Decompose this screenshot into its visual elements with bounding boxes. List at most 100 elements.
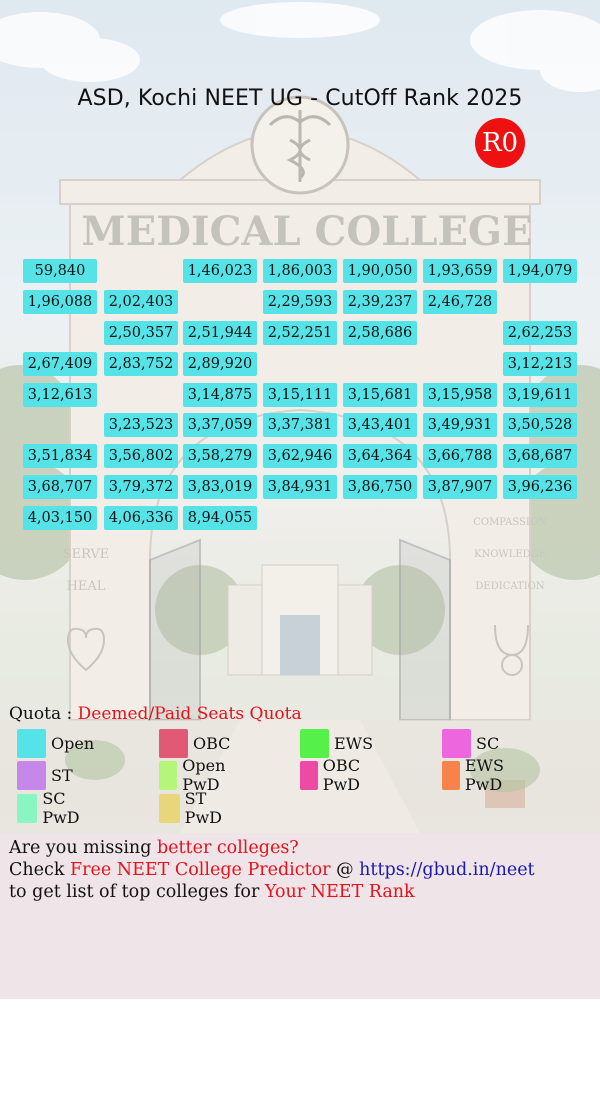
- page-title: ASD, Kochi NEET UG - CutOff Rank 2025: [77, 86, 523, 111]
- rank-cell: 3,84,931: [263, 475, 337, 499]
- rank-cell: 1,86,003: [263, 259, 337, 283]
- rank-cell: 3,43,401: [343, 413, 417, 437]
- promo-highlight-better-colleges: better colleges?: [156, 838, 299, 858]
- rank-cell: 3,15,111: [263, 383, 337, 407]
- rank-cell: 2,58,686: [343, 321, 417, 345]
- rank-cell: 3,79,372: [104, 475, 178, 499]
- legend-label: ST PwD: [184, 789, 222, 827]
- legend-label: SC: [476, 733, 500, 753]
- legend-label: OBC: [193, 733, 231, 753]
- legend-swatch: [17, 728, 46, 758]
- rank-cell: 3,51,834: [23, 444, 97, 468]
- promo-line-2: Check Free NEET College Predictor @ http…: [9, 860, 535, 880]
- rank-cell: 2,62,253: [503, 321, 577, 345]
- rank-cell: 3,62,946: [263, 444, 337, 468]
- legend-item: OBC: [159, 728, 230, 758]
- promo-predictor-name: Free NEET College Predictor: [70, 860, 331, 880]
- legend-item: OBC PwD: [300, 756, 371, 794]
- quota-value: Deemed/Paid Seats Quota: [77, 704, 302, 724]
- legend-item: Open PwD: [159, 756, 236, 794]
- legend-item: ST PwD: [159, 789, 230, 827]
- rank-cell: 2,46,728: [423, 290, 497, 314]
- quota-label: Quota :: [9, 704, 78, 724]
- legend-swatch: [159, 728, 188, 758]
- legend-swatch: [300, 760, 318, 790]
- rank-cell: 3,87,907: [423, 475, 497, 499]
- rank-cell: 3,23,523: [104, 413, 178, 437]
- legend-item: EWS: [300, 728, 373, 758]
- legend-swatch: [17, 793, 38, 823]
- predictor-link[interactable]: https://gbud.in/neet: [359, 860, 535, 880]
- rank-cell: 3,12,613: [23, 383, 97, 407]
- legend-swatch: [442, 760, 460, 790]
- rank-cell: 3,50,528: [503, 413, 577, 437]
- svg-text:COMPASSION: COMPASSION: [473, 517, 547, 528]
- rank-cell: 3,68,687: [503, 444, 577, 468]
- rank-cell: 3,83,019: [183, 475, 257, 499]
- legend-label: Open PwD: [182, 756, 226, 794]
- rank-cell: 1,93,659: [423, 259, 497, 283]
- legend-swatch: [159, 760, 178, 790]
- rank-cell: 1,46,023: [183, 259, 257, 283]
- rank-cell: 1,90,050: [343, 259, 417, 283]
- rank-cell: 3,19,611: [503, 383, 577, 407]
- quota-line: Quota : Deemed/Paid Seats Quota: [9, 704, 302, 724]
- rank-cell: 2,52,251: [263, 321, 337, 345]
- rank-cell: 1,96,088: [23, 290, 97, 314]
- rank-cell: 3,56,802: [104, 444, 178, 468]
- rank-grid: 59,840 1,46,023 1,86,003 1,90,050 1,93,659 1,…: [23, 259, 577, 530]
- rank-cell: 2,29,593: [263, 290, 337, 314]
- rank-cell: 3,96,236: [503, 475, 577, 499]
- rank-cell: 3,49,931: [423, 413, 497, 437]
- legend-label: Open: [51, 733, 95, 753]
- legend-item: Open: [17, 728, 94, 758]
- rank-cell: 2,67,409: [23, 352, 97, 376]
- svg-text:HEAL: HEAL: [67, 579, 106, 594]
- legend-swatch: [159, 793, 180, 823]
- legend-label: ST: [51, 765, 73, 785]
- rank-cell: 3,66,788: [423, 444, 497, 468]
- legend-label: OBC PwD: [322, 756, 361, 794]
- legend-item: SC PwD: [17, 789, 88, 827]
- rank-cell: 3,15,958: [423, 383, 497, 407]
- rank-cell: 2,89,920: [183, 352, 257, 376]
- legend-swatch: [442, 728, 471, 758]
- promo-line-3: to get list of top colleges for Your NEE…: [9, 882, 415, 902]
- rank-cell: 3,37,381: [263, 413, 337, 437]
- rank-cell: 1,94,079: [503, 259, 577, 283]
- legend-label: SC PwD: [42, 789, 80, 827]
- legend-swatch: [17, 760, 46, 790]
- rank-cell: 59,840: [23, 259, 97, 283]
- rank-cell: 4,06,336: [104, 506, 178, 530]
- rank-cell: 8,94,055: [183, 506, 257, 530]
- legend-label: EWS: [334, 733, 374, 753]
- rank-cell: 3,12,213: [503, 352, 577, 376]
- rank-cell: 4,03,150: [23, 506, 97, 530]
- college-sign-text: MEDICAL COLLEGE: [81, 208, 532, 255]
- legend-swatch: [300, 728, 329, 758]
- rank-cell: 3,14,875: [183, 383, 257, 407]
- legend-item: EWS PwD: [442, 756, 515, 794]
- rank-cell: 2,83,752: [104, 352, 178, 376]
- promo-highlight-your-rank: Your NEET Rank: [264, 882, 415, 902]
- rank-cell: 2,51,944: [183, 321, 257, 345]
- poster: MEDICAL COLLEGE SERVE HEAL COMPASSION KN…: [0, 0, 600, 833]
- rank-cell: 3,64,364: [343, 444, 417, 468]
- promo-box: Are you missing better colleges? Check F…: [0, 833, 600, 999]
- rank-cell: 3,58,279: [183, 444, 257, 468]
- svg-text:SERVE: SERVE: [63, 547, 110, 562]
- rank-cell: 2,39,237: [343, 290, 417, 314]
- rank-cell: 3,15,681: [343, 383, 417, 407]
- svg-text:DEDICATION: DEDICATION: [475, 581, 544, 592]
- svg-text:KNOWLEDGE: KNOWLEDGE: [474, 549, 546, 560]
- rank-cell: 2,02,403: [104, 290, 178, 314]
- rank-cell: 3,37,059: [183, 413, 257, 437]
- legend-item: SC: [442, 728, 499, 758]
- legend-label: EWS PwD: [464, 756, 504, 794]
- rank-cell: 3,86,750: [343, 475, 417, 499]
- promo-line-1: Are you missing better colleges?: [9, 838, 299, 858]
- rank-cell: 3,68,707: [23, 475, 97, 499]
- legend-item: ST: [17, 760, 73, 790]
- rank-cell: 2,50,357: [104, 321, 178, 345]
- round-badge: R0: [475, 118, 525, 168]
